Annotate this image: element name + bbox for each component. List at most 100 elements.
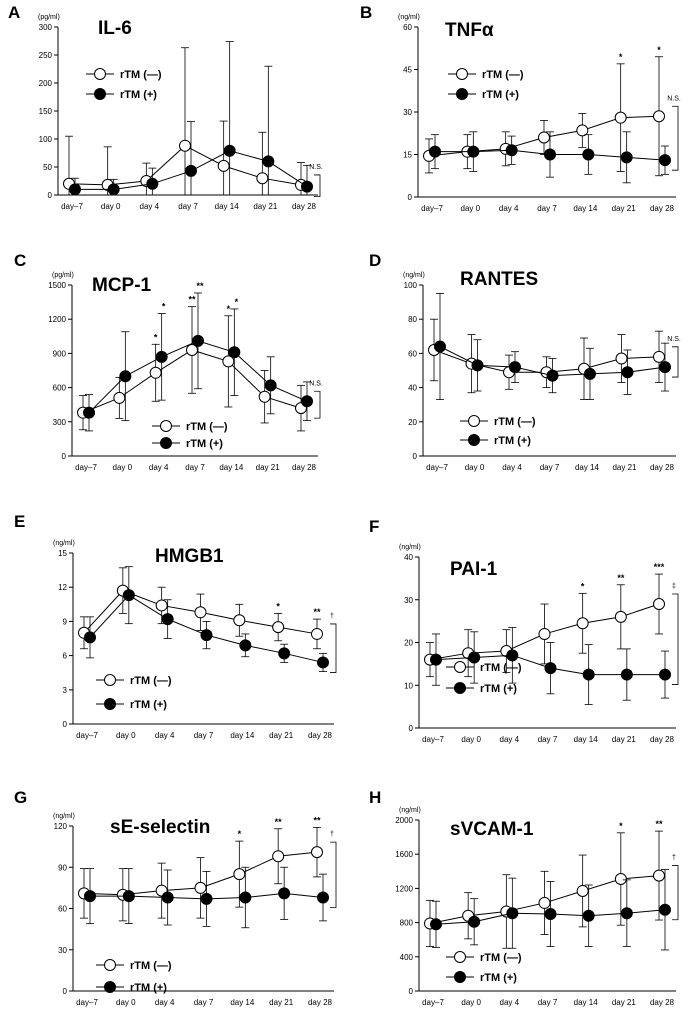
y-tick-label: 40 xyxy=(408,384,417,393)
chart-title: IL-6 xyxy=(98,18,132,39)
y-tick-label: 1200 xyxy=(395,884,413,893)
data-point xyxy=(194,881,207,894)
y-tick-label: 300 xyxy=(53,418,67,427)
legend-label: rTM (+) xyxy=(130,982,167,994)
x-tick-label: day 21 xyxy=(612,998,637,1007)
data-point xyxy=(505,144,518,157)
data-point xyxy=(538,627,551,640)
data-point xyxy=(434,340,446,353)
significance-mark: *** xyxy=(654,562,665,572)
legend-marker xyxy=(160,437,172,449)
y-tick-label: 100 xyxy=(404,281,418,290)
panel-b: B TNFα (ng/ml) 0 15 30 45 60 day–7 day 0 day 4 day … xyxy=(360,3,681,213)
panel-letter: A xyxy=(8,3,20,22)
legend-label: rTM (—) xyxy=(186,421,228,433)
x-tick-label: day 0 xyxy=(116,731,136,740)
data-point xyxy=(620,668,633,681)
y-tick-label: 900 xyxy=(53,349,67,358)
x-tick-label: day 7 xyxy=(194,998,214,1007)
y-unit-label: (ng/ml) xyxy=(399,807,421,814)
y-tick-label: 80 xyxy=(408,315,417,324)
legend-marker xyxy=(104,698,116,710)
data-point xyxy=(614,111,627,124)
significance-mark: * xyxy=(238,829,242,839)
data-point xyxy=(262,155,275,168)
y-tick-label: 10 xyxy=(404,681,413,690)
x-tick-label: day–7 xyxy=(422,735,444,744)
legend-entry: rTM (+) xyxy=(96,981,167,994)
legend-marker xyxy=(456,88,468,100)
x-tick-label: day 7 xyxy=(538,998,558,1007)
legend-label: rTM (+) xyxy=(186,438,223,450)
x-tick-label: day–7 xyxy=(426,463,448,472)
x-tick-label: day 0 xyxy=(116,998,136,1007)
comparison-bracket xyxy=(314,390,321,419)
series-rtm-plus xyxy=(430,869,671,951)
chart-title: TNFα xyxy=(445,20,494,41)
data-point xyxy=(149,366,162,379)
significance-mark: * xyxy=(619,52,623,62)
data-point xyxy=(317,891,329,904)
data-point xyxy=(653,598,665,611)
legend-label: rTM (—) xyxy=(480,662,522,674)
x-tick-label: day 28 xyxy=(292,463,317,472)
y-tick-label: 30 xyxy=(404,596,413,605)
legend-entry: rTM (+) xyxy=(96,698,167,711)
data-point xyxy=(179,139,191,152)
x-tick-label: day–7 xyxy=(76,731,98,740)
y-tick-label: 400 xyxy=(400,953,414,962)
x-tick-label: day 28 xyxy=(292,202,317,211)
y-tick-label: 0 xyxy=(62,452,67,461)
legend-entry: rTM (—) xyxy=(460,415,536,428)
x-tick-label: day–7 xyxy=(421,204,443,213)
y-tick-label: 150 xyxy=(39,107,53,116)
y-tick-label: 200 xyxy=(39,79,53,88)
significance-mark: * xyxy=(581,581,585,591)
data-point xyxy=(430,918,442,931)
data-point xyxy=(659,903,671,916)
legend-marker xyxy=(94,68,106,80)
data-point xyxy=(544,662,557,675)
legend-marker xyxy=(104,959,116,971)
y-tick-label: 300 xyxy=(39,23,53,32)
panel-letter: H xyxy=(369,788,381,807)
x-tick-label: day 4 xyxy=(500,998,520,1007)
x-tick-label: day 4 xyxy=(499,204,519,213)
series-rtm-plus xyxy=(434,293,671,400)
data-point xyxy=(614,610,627,623)
x-tick-label: day 7 xyxy=(538,735,558,744)
x-tick-label: day–7 xyxy=(75,463,97,472)
legend-label: rTM (—) xyxy=(494,416,536,428)
data-point xyxy=(222,355,235,368)
significance-mark: * xyxy=(657,45,661,55)
x-tick-label: day 21 xyxy=(612,735,637,744)
data-point xyxy=(239,639,252,652)
x-tick-label: day 7 xyxy=(194,731,214,740)
significance-mark: * xyxy=(162,302,166,312)
y-tick-label: 1500 xyxy=(48,281,66,290)
comparison-bracket xyxy=(672,865,679,921)
y-tick-label: 0 xyxy=(408,193,413,202)
legend-entry: rTM (—) xyxy=(96,959,172,972)
data-point xyxy=(233,868,246,881)
y-tick-label: 0 xyxy=(409,724,414,733)
legend-marker xyxy=(454,661,466,673)
y-tick-label: 1200 xyxy=(48,315,66,324)
comparison-label: † xyxy=(330,613,334,620)
data-point xyxy=(659,361,671,374)
data-point xyxy=(468,915,481,928)
data-point xyxy=(653,869,665,882)
data-point xyxy=(584,367,596,380)
x-tick-label: day 21 xyxy=(612,204,637,213)
y-tick-label: 0 xyxy=(63,987,68,996)
panel-letter: G xyxy=(14,788,27,807)
x-tick-label: day–7 xyxy=(61,202,83,211)
significance-mark: * xyxy=(154,332,158,342)
y-tick-label: 0 xyxy=(413,452,418,461)
panel-a: A IL-6 (pg/ml) 0 50 100 150 200 250 300 day–7 day 0… xyxy=(8,3,323,211)
y-unit-label: (pg/ml) xyxy=(52,272,74,279)
data-point xyxy=(186,343,198,356)
data-point xyxy=(84,631,96,644)
data-point xyxy=(272,621,285,634)
